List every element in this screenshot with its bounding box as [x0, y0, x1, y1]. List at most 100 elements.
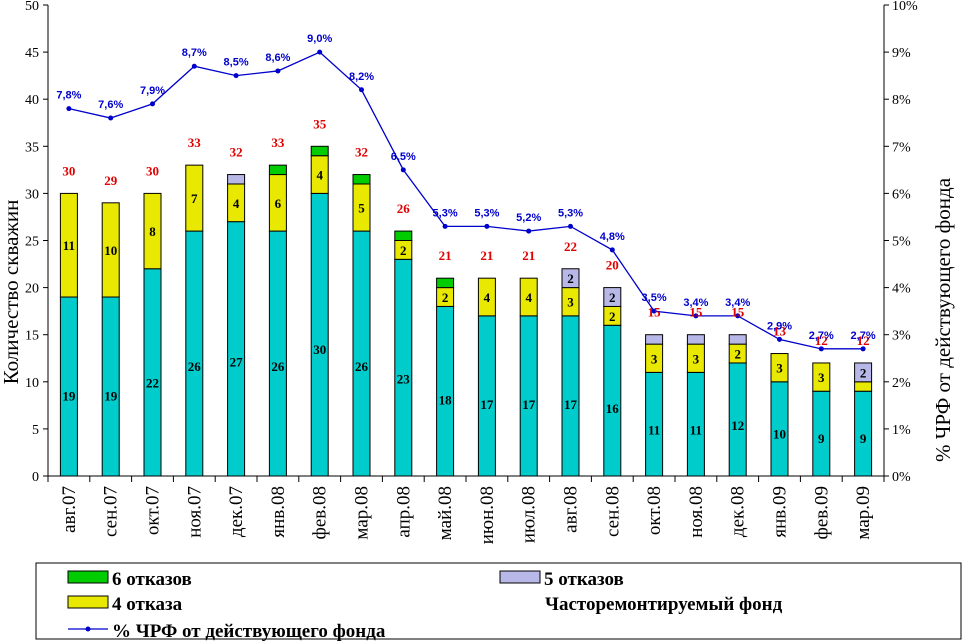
x-tick-label: июн.08: [477, 486, 498, 544]
y2-axis-title: % ЧРФ от действующего фонда: [931, 177, 955, 462]
percent-line-path: [68, 51, 864, 350]
segment-label: 2: [442, 290, 449, 305]
bar-segment: [436, 305, 455, 477]
percent-point: [66, 106, 72, 112]
segment-label: 26: [188, 359, 202, 374]
bar-segment: [436, 277, 455, 289]
total-label: 33: [188, 135, 202, 150]
y2-tick-label: 6%: [892, 187, 911, 202]
bar-segment: [185, 164, 204, 232]
percent-label: 3,5%: [642, 292, 667, 304]
bar-segment: [394, 230, 413, 242]
segment-label: 9: [818, 431, 825, 446]
legend-swatch: [67, 595, 109, 609]
y-tick-label: 50: [25, 0, 39, 14]
x-tick-label: авг.07: [59, 486, 80, 533]
total-label: 15: [689, 305, 703, 320]
total-label: 15: [648, 305, 662, 320]
bar-segment: [352, 230, 371, 477]
x-tick-label: фев.08: [310, 486, 331, 539]
percent-point: [818, 346, 824, 352]
y-tick-label: 35: [25, 140, 39, 155]
segment-label: 2: [734, 347, 741, 362]
bar-segment: [268, 230, 287, 477]
percent-point: [860, 346, 866, 352]
x-tick-label: май.08: [435, 486, 456, 540]
segment-label: 3: [776, 361, 783, 376]
x-tick-label: сен.07: [101, 486, 122, 537]
total-label: 30: [146, 163, 159, 178]
bar-segment: [519, 315, 538, 477]
total-label: 35: [313, 116, 327, 131]
y2-tick-label: 9%: [892, 46, 911, 61]
legend-label: 5 отказов: [544, 569, 624, 590]
bar-segment: [519, 277, 538, 317]
bar-segment: [477, 277, 496, 317]
segment-label: 2: [609, 290, 616, 305]
bar-segment: [143, 192, 162, 270]
legend-label: Часторемонтируемый фонд: [545, 594, 783, 615]
y-tick-label: 20: [25, 282, 39, 297]
percent-point: [442, 223, 448, 229]
bar-segment: [728, 334, 747, 345]
total-label: 22: [564, 239, 577, 254]
bar-segment: [310, 192, 329, 477]
percent-label: 3,4%: [725, 297, 750, 309]
segment-label: 10: [104, 243, 117, 258]
y2-tick-label: 1%: [892, 423, 911, 438]
legend-label: 4 отказа: [112, 594, 183, 615]
legend-box: [35, 562, 962, 640]
segment-label: 4: [484, 290, 491, 305]
x-tick-label: дек.07: [226, 486, 247, 537]
segment-label: 26: [271, 359, 285, 374]
total-label: 21: [439, 248, 452, 263]
segment-label: 2: [860, 365, 867, 380]
percent-point: [400, 167, 406, 173]
segment-label: 4: [525, 290, 532, 305]
segment-label: 27: [230, 355, 244, 370]
bar-segment: [854, 381, 873, 392]
bar-segment: [59, 296, 78, 477]
x-tick-label: окт.08: [644, 486, 665, 535]
segment-label: 16: [606, 401, 620, 416]
percent-label: 2,7%: [851, 330, 876, 342]
percent-label: 8,6%: [265, 52, 290, 64]
segment-label: 19: [62, 388, 76, 403]
percent-label: 7,9%: [140, 85, 165, 97]
percent-point: [777, 336, 782, 342]
percent-label: 4,8%: [600, 231, 625, 243]
segment-label: 19: [104, 388, 118, 403]
legend-label: 6 отказов: [112, 569, 192, 590]
total-label: 30: [62, 163, 75, 178]
x-tick-label: ноя.08: [686, 486, 707, 538]
percent-point: [484, 223, 490, 229]
x-tick-label: апр.08: [393, 486, 414, 538]
y-tick-label: 25: [25, 235, 39, 250]
percent-point: [735, 313, 741, 319]
y-tick-label: 10: [25, 376, 39, 391]
x-tick-label: авг.08: [561, 486, 582, 533]
percent-label: 7,8%: [56, 90, 81, 102]
percent-label: 8,7%: [182, 47, 207, 59]
y2-tick-label: 0%: [892, 470, 911, 485]
percent-point: [693, 313, 699, 319]
bar-segment: [854, 362, 873, 383]
bar-segment: [185, 230, 204, 477]
percent-label: 5,2%: [516, 212, 541, 224]
percent-point: [233, 73, 239, 79]
y2-tick-label: 8%: [892, 93, 911, 108]
legend-swatch: [499, 570, 541, 584]
bar-segment: [227, 221, 246, 477]
percent-point: [651, 308, 657, 314]
bar-segment: [603, 287, 622, 307]
segment-label: 26: [355, 359, 369, 374]
y-axis-title: Количество скважин: [0, 200, 23, 385]
percent-label: 7,6%: [98, 99, 123, 111]
percent-label: 5,3%: [558, 207, 583, 219]
y-tick-label: 45: [25, 46, 39, 61]
x-tick-label: ноя.07: [184, 486, 205, 538]
percent-label: 2,7%: [809, 330, 834, 342]
segment-label: 17: [522, 397, 536, 412]
percent-point: [359, 87, 364, 93]
